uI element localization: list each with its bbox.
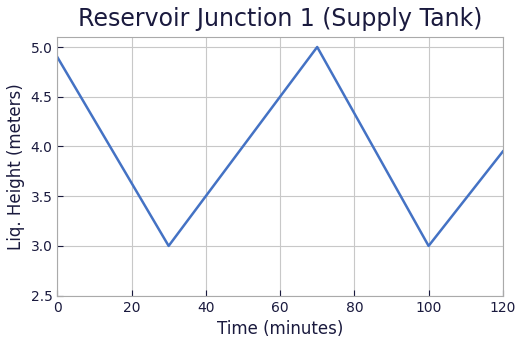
X-axis label: Time (minutes): Time (minutes) bbox=[217, 320, 343, 338]
Title: Reservoir Junction 1 (Supply Tank): Reservoir Junction 1 (Supply Tank) bbox=[78, 7, 482, 31]
Y-axis label: Liq. Height (meters): Liq. Height (meters) bbox=[7, 83, 25, 250]
